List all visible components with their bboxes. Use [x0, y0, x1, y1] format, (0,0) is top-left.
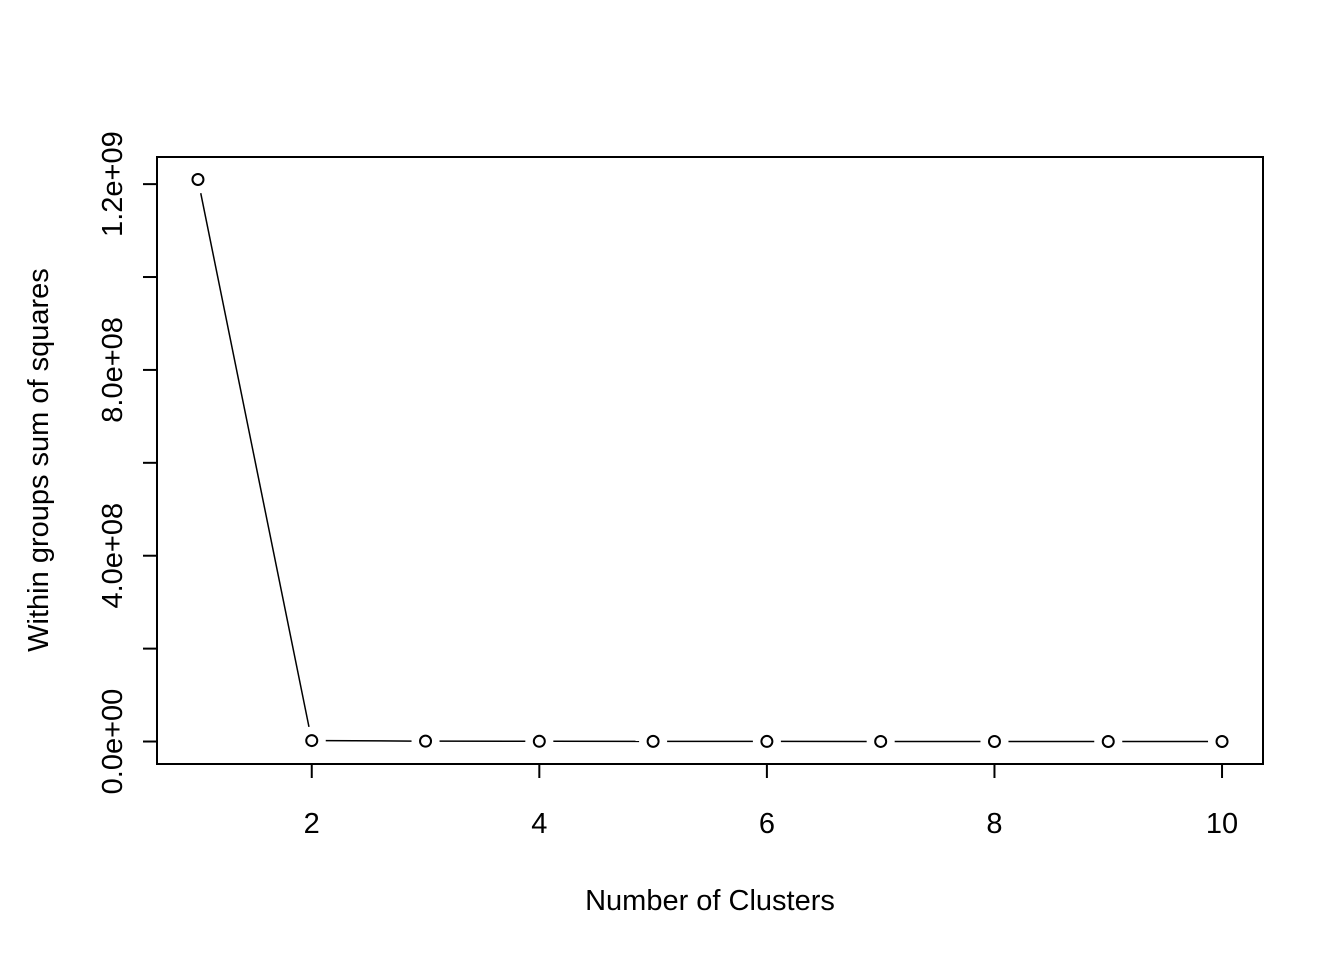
x-tick-label: 6 — [759, 808, 775, 840]
y-tick-label: 0.0e+00 — [97, 689, 129, 795]
series-segment — [200, 193, 310, 728]
y-tick-label: 8.0e+08 — [97, 317, 129, 423]
x-tick-label: 2 — [304, 808, 320, 840]
data-point — [1101, 734, 1115, 748]
x-tick-label: 8 — [986, 808, 1002, 840]
data-point — [1215, 734, 1229, 748]
data-point — [532, 734, 546, 748]
x-axis-title: Number of Clusters — [585, 885, 835, 917]
data-point — [305, 734, 319, 748]
y-axis: 0.0e+00 4.0e+08 8.0e+08 1.2e+09 — [97, 131, 158, 795]
data-point — [419, 734, 433, 748]
series-layer — [191, 172, 1229, 748]
y-axis-title: Within groups sum of squares — [23, 268, 55, 652]
x-tick-label: 4 — [531, 808, 547, 840]
data-point — [874, 734, 888, 748]
plot-frame — [156, 156, 1264, 765]
x-axis: 2 4 6 8 10 — [304, 763, 1238, 840]
data-point — [760, 734, 774, 748]
y-tick-label: 1.2e+09 — [97, 131, 129, 237]
data-point — [646, 734, 660, 748]
data-point — [191, 172, 205, 186]
x-tick-label: 10 — [1206, 808, 1238, 840]
y-tick-label: 4.0e+08 — [97, 503, 129, 609]
data-point — [987, 734, 1001, 748]
